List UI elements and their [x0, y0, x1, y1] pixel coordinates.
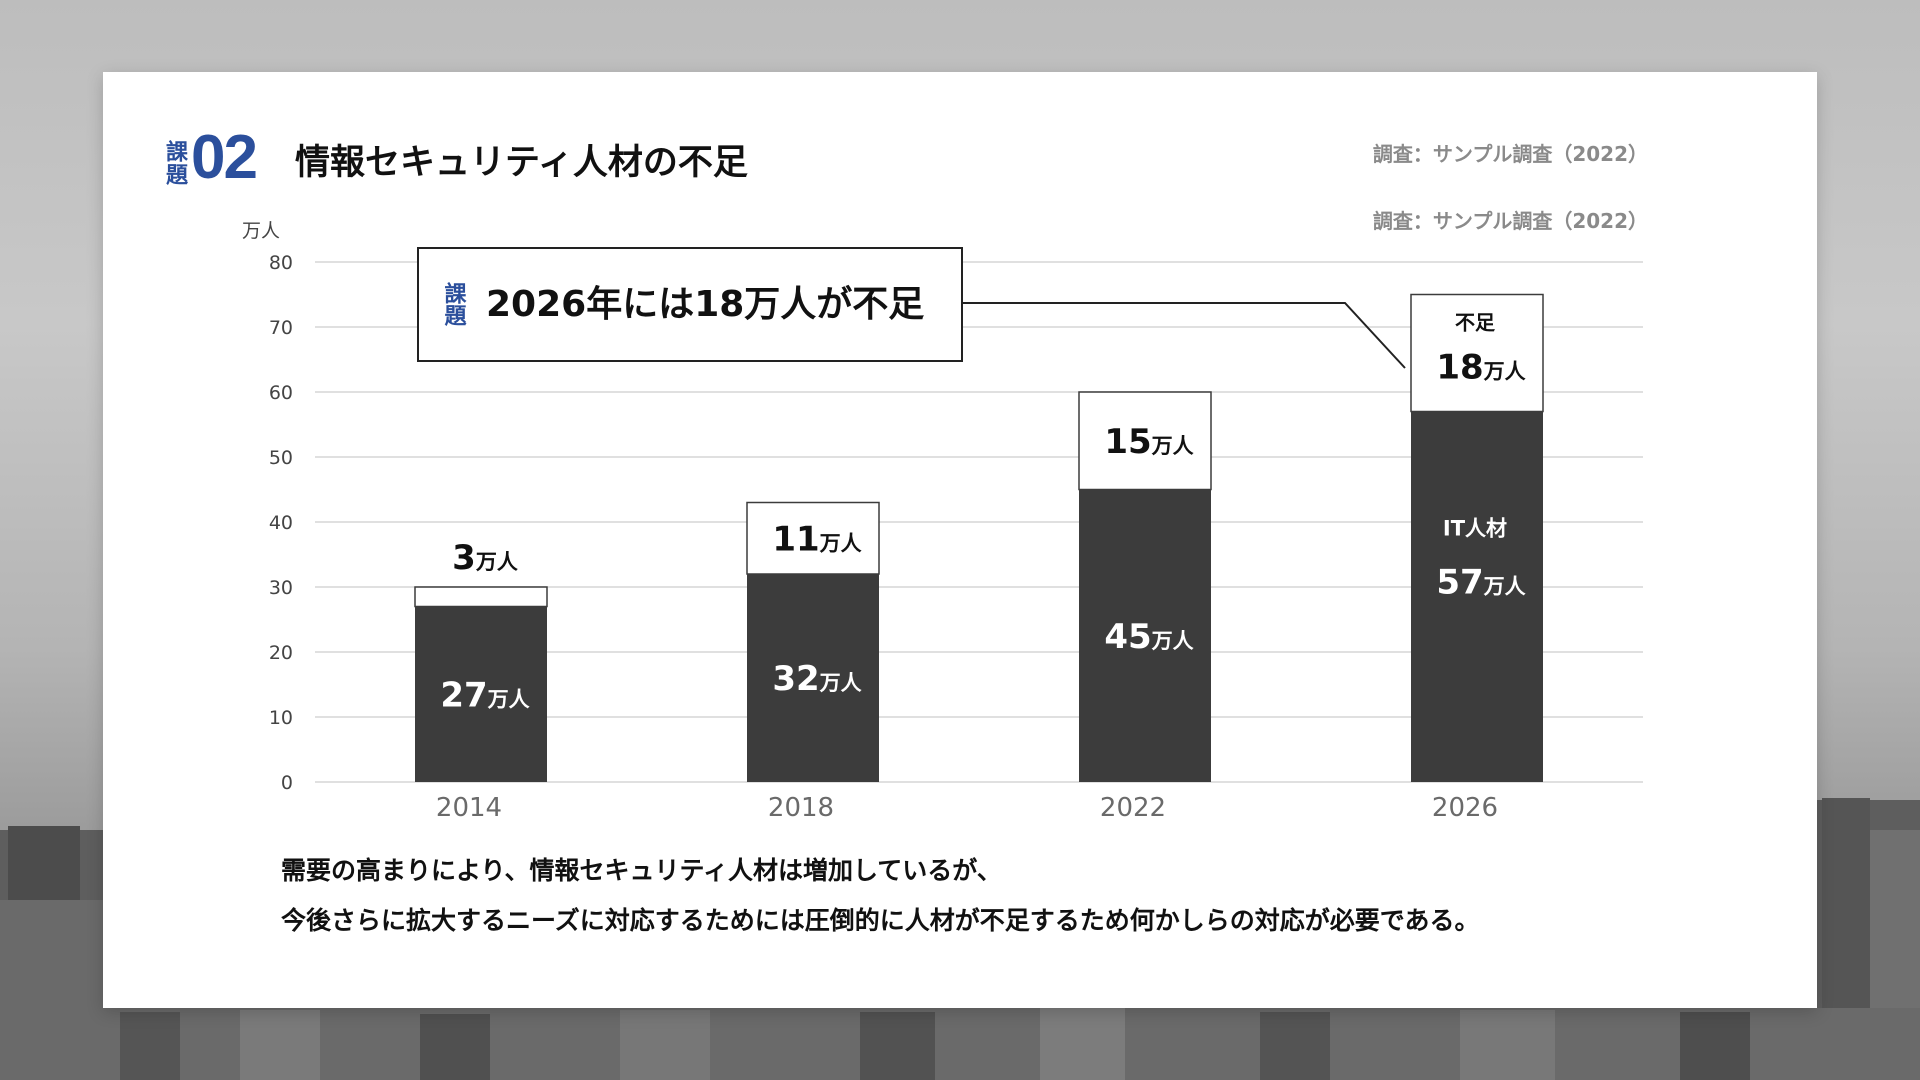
y-tick-label: 50 [269, 447, 293, 469]
data-label-shortage: 11万人 [772, 519, 861, 559]
callout-leader-line [962, 302, 1406, 369]
y-axis-unit: 万人 [242, 220, 280, 242]
description-line-1: 需要の高まりにより、情報セキュリティ人材は増加しているが、 [281, 856, 1002, 885]
y-tick-label: 30 [269, 577, 293, 599]
x-tick-label: 2014 [436, 793, 502, 823]
x-tick-label: 2018 [768, 793, 834, 823]
data-label-shortage: 3万人 [452, 538, 518, 578]
x-tick-label: 2026 [1432, 793, 1498, 823]
data-label-shortage: 18万人 [1436, 348, 1525, 388]
callout-label: 課題 [441, 281, 467, 327]
y-axis-ticks: 0 10 20 30 40 50 60 70 80 [269, 252, 293, 794]
y-tick-label: 40 [269, 512, 293, 534]
series-label-shortage: 不足 [1455, 311, 1496, 335]
data-label-it-talent: 45万人 [1104, 617, 1193, 657]
bar-shortage [1078, 391, 1212, 491]
x-axis-ticks: 2014 2018 2022 2026 [436, 793, 1498, 823]
y-tick-label: 10 [269, 707, 293, 729]
callout-text: 2026年には18万人が不足 [486, 284, 924, 325]
data-label-it-talent: 32万人 [772, 659, 861, 699]
source-note-secondary: 調査：サンプル調査（2022） [1372, 209, 1648, 233]
bar-shortage [1410, 293, 1544, 413]
y-tick-label: 80 [269, 252, 293, 274]
description-line-2: 今後さらに拡大するニーズに対応するためには圧倒的に人材が不足するため何かしらの対… [281, 906, 1480, 935]
data-label-it-talent: 27万人 [440, 675, 529, 715]
bar-it-talent [1079, 489, 1211, 782]
y-tick-label: 0 [281, 772, 293, 794]
bar-group-2026: IT人材 57万人 不足 18万人 [1410, 293, 1544, 782]
y-tick-label: 60 [269, 382, 293, 404]
series-label-it-talent: IT人材 [1443, 517, 1507, 541]
bar-shortage [414, 586, 548, 608]
bar-group-2022: 45万人 15万人 [1078, 391, 1212, 782]
data-label-it-talent: 57万人 [1436, 563, 1525, 603]
source-note: 調査：サンプル調査（2022） [1372, 142, 1648, 166]
bar-it-talent [415, 606, 547, 782]
page-title: 情報セキュリティ人材の不足 [295, 143, 748, 183]
bar-group-2018: 32万人 11万人 [746, 501, 880, 782]
issue-number: 02 [191, 123, 258, 192]
bar-it-talent [747, 574, 879, 782]
slide-card: 課題 02 情報セキュリティ人材の不足 調査：サンプル調査（2022） 調査：サ… [103, 72, 1817, 1008]
bars: 27万人 3万人 32万人 11万人 45万人 15万人 IT人材 57万人 不足 18万人 [414, 293, 1544, 782]
callout: 課題 2026年には18万人が不足 [417, 247, 1406, 369]
bar-group-2014: 27万人 3万人 [414, 538, 548, 782]
x-tick-label: 2022 [1100, 793, 1166, 823]
issue-label: 課題 [162, 140, 187, 186]
y-tick-label: 20 [269, 642, 293, 664]
stacked-bar-chart: 0 10 20 30 40 50 60 70 80 万人 27万人 3万人 32万人 11万人 45万人… [242, 220, 1643, 823]
callout-box [417, 247, 963, 362]
y-tick-label: 70 [269, 317, 293, 339]
bar-it-talent [1411, 411, 1543, 782]
data-label-shortage: 15万人 [1104, 422, 1193, 462]
issue-badge: 課題 02 [162, 123, 258, 192]
